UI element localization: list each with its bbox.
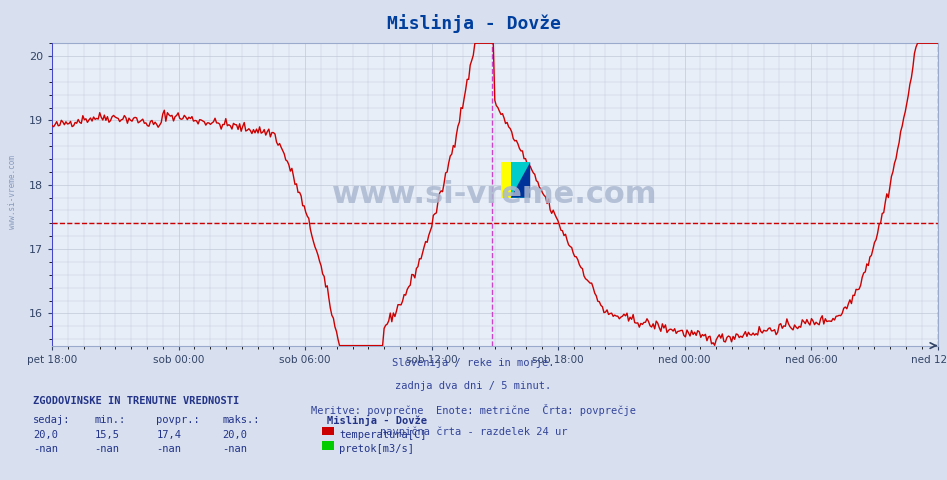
Text: Slovenija / reke in morje.: Slovenija / reke in morje. bbox=[392, 358, 555, 368]
Text: pretok[m3/s]: pretok[m3/s] bbox=[339, 444, 414, 454]
Text: 20,0: 20,0 bbox=[33, 430, 58, 440]
Polygon shape bbox=[510, 162, 530, 198]
Bar bbox=[501, 162, 521, 198]
Text: Mislinja - Dovže: Mislinja - Dovže bbox=[386, 14, 561, 34]
Text: Mislinja - Dovže: Mislinja - Dovže bbox=[327, 415, 427, 426]
Text: 15,5: 15,5 bbox=[95, 430, 119, 440]
Text: zadnja dva dni / 5 minut.: zadnja dva dni / 5 minut. bbox=[396, 381, 551, 391]
Text: 20,0: 20,0 bbox=[223, 430, 247, 440]
Text: -nan: -nan bbox=[223, 444, 247, 454]
Text: min.:: min.: bbox=[95, 415, 126, 425]
Text: 17,4: 17,4 bbox=[156, 430, 181, 440]
Text: povpr.:: povpr.: bbox=[156, 415, 200, 425]
Text: navpična črta - razdelek 24 ur: navpična črta - razdelek 24 ur bbox=[380, 427, 567, 437]
Text: www.si-vreme.com: www.si-vreme.com bbox=[8, 155, 17, 229]
Text: -nan: -nan bbox=[156, 444, 181, 454]
Text: www.si-vreme.com: www.si-vreme.com bbox=[332, 180, 657, 209]
Text: -nan: -nan bbox=[95, 444, 119, 454]
Text: -nan: -nan bbox=[33, 444, 58, 454]
Bar bbox=[510, 162, 530, 198]
Text: Meritve: povprečne  Enote: metrične  Črta: povprečje: Meritve: povprečne Enote: metrične Črta:… bbox=[311, 404, 636, 416]
Text: ZGODOVINSKE IN TRENUTNE VREDNOSTI: ZGODOVINSKE IN TRENUTNE VREDNOSTI bbox=[33, 396, 240, 406]
Text: temperatura[C]: temperatura[C] bbox=[339, 430, 426, 440]
Text: maks.:: maks.: bbox=[223, 415, 260, 425]
Text: sedaj:: sedaj: bbox=[33, 415, 71, 425]
